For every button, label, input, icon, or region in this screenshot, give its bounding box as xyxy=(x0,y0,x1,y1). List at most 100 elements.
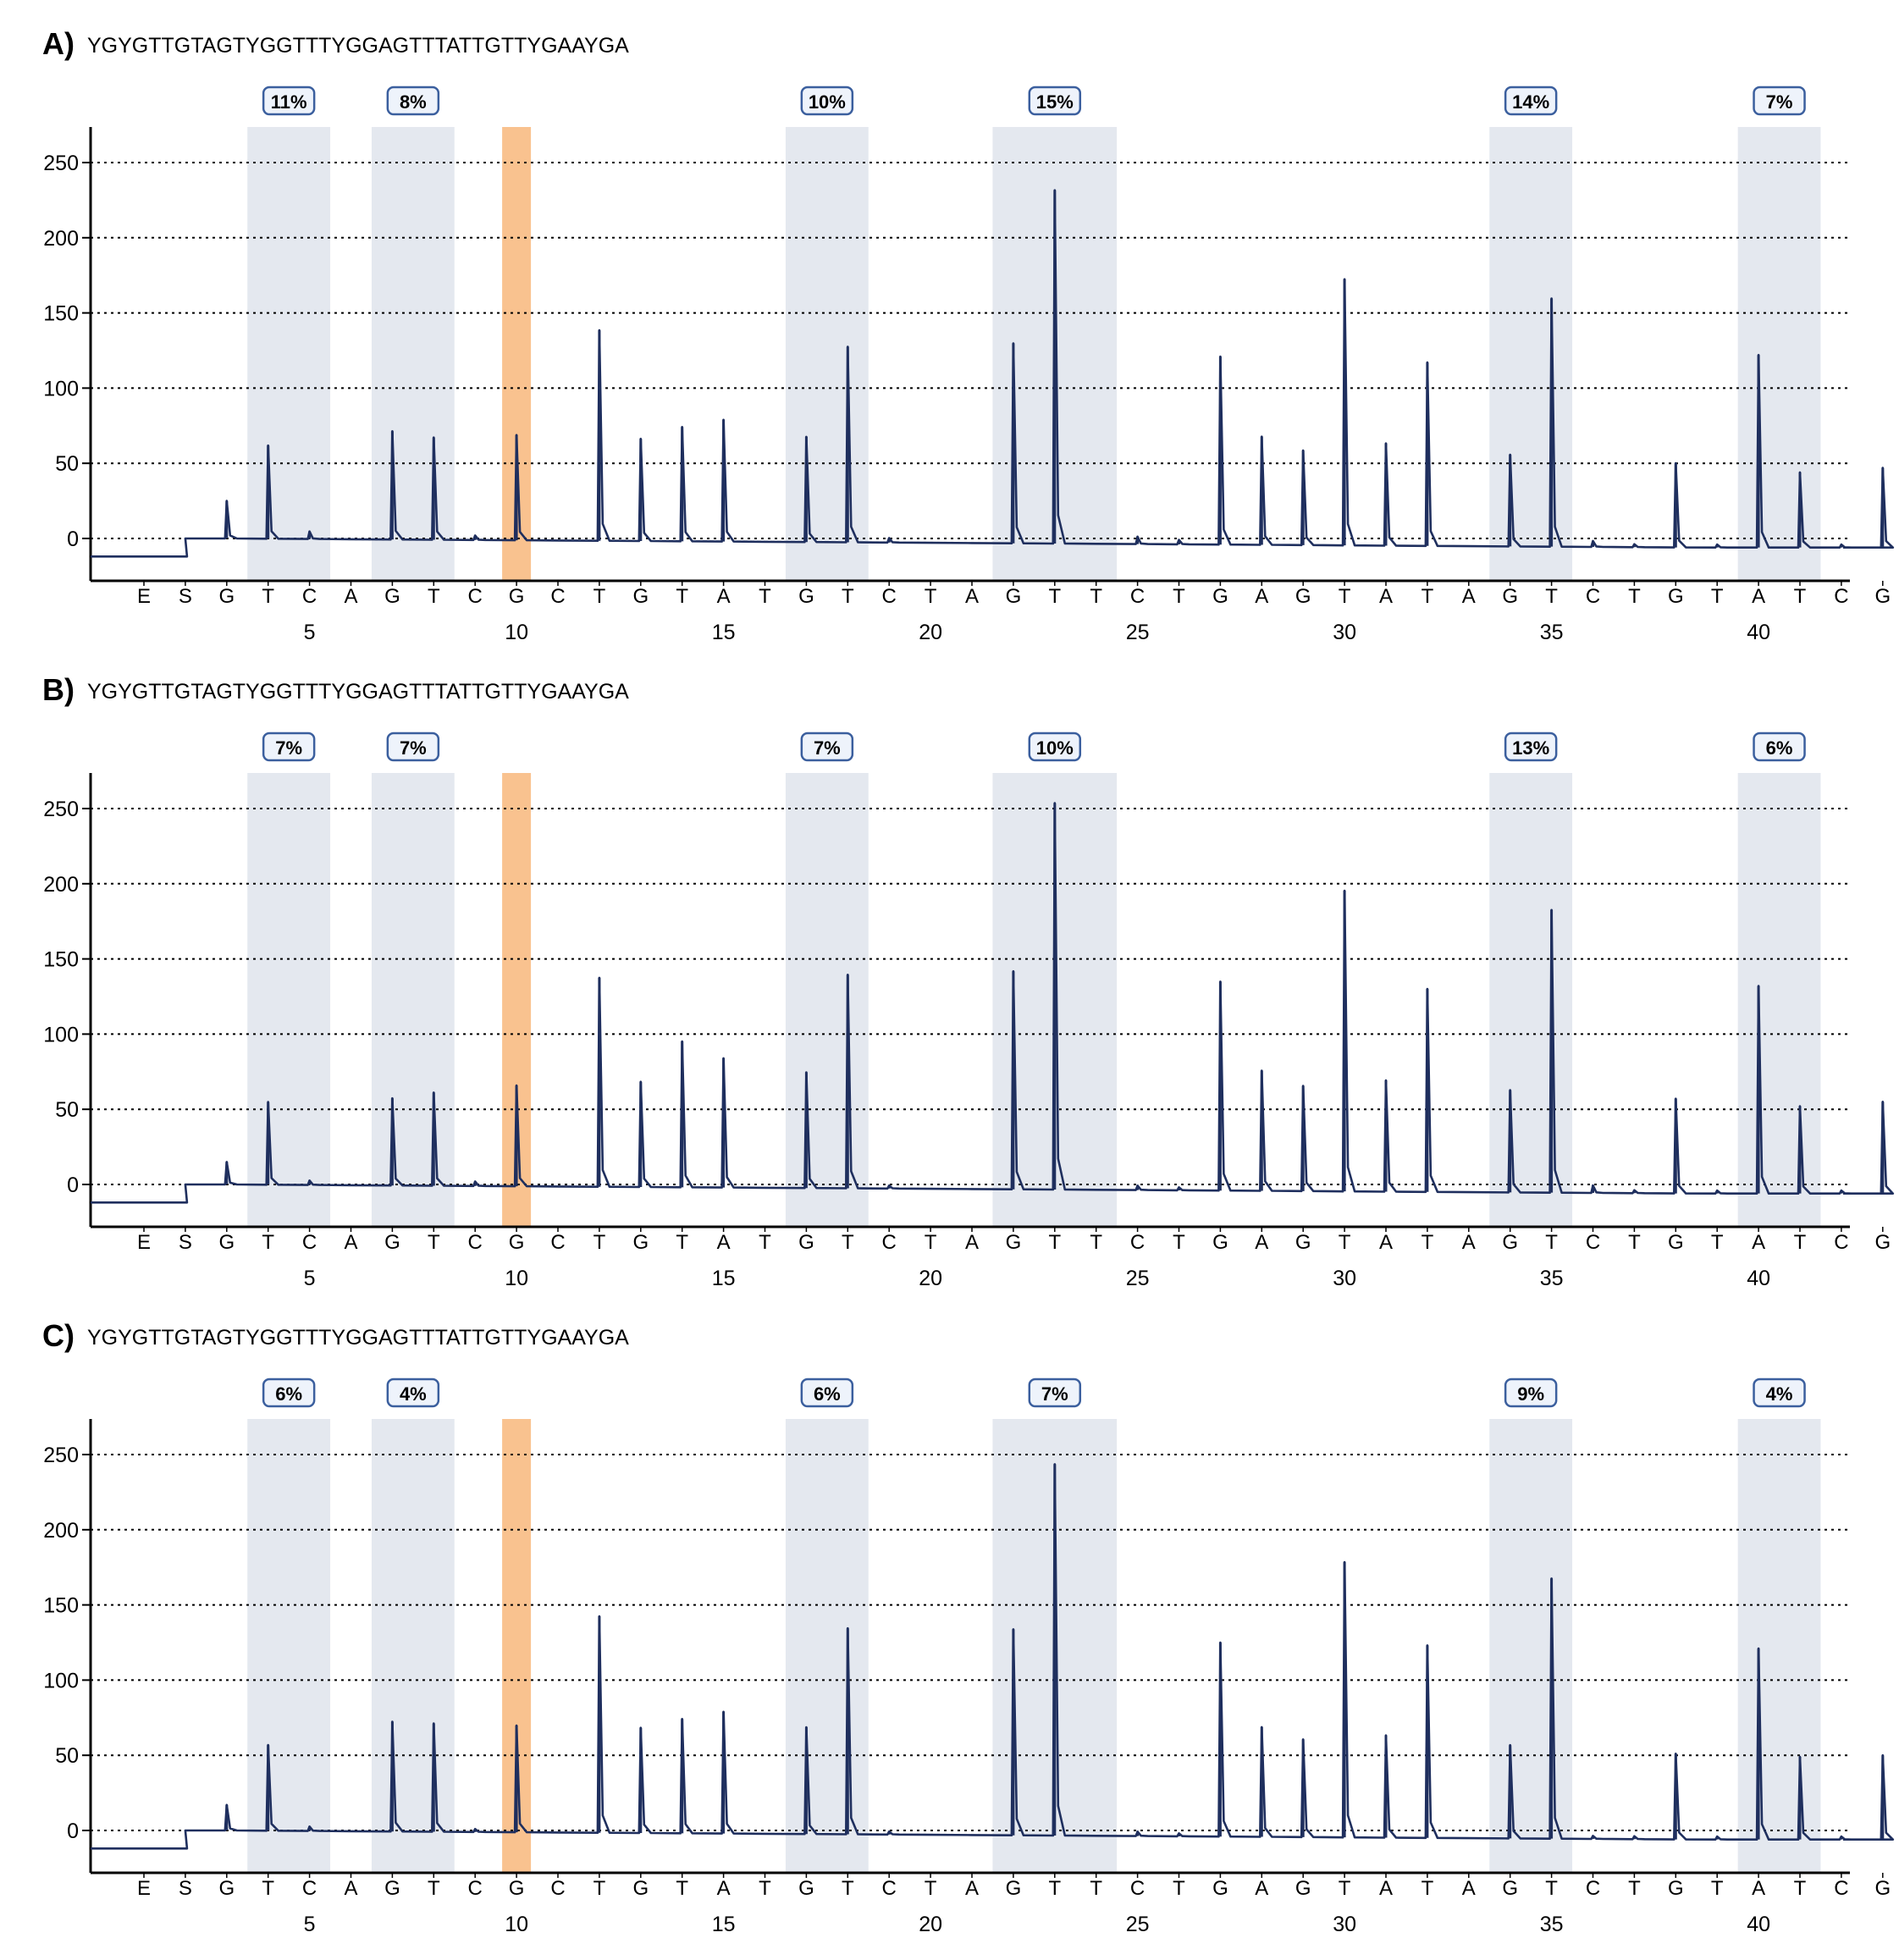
dispensation-number: 30 xyxy=(1333,1267,1356,1289)
dispensation-letter: T xyxy=(593,585,606,608)
y-tick-label: 100 xyxy=(43,377,79,400)
methylation-percent-label: 10% xyxy=(1036,737,1074,759)
dispensation-letter: G xyxy=(1502,585,1518,608)
dispensation-letter: T xyxy=(1173,585,1185,608)
methylation-badge xyxy=(262,1378,316,1408)
dispensation-letter: C xyxy=(302,1231,317,1254)
dispensation-letter: T xyxy=(925,1877,937,1900)
methylation-percent-label: 6% xyxy=(1766,737,1793,759)
cpg-region xyxy=(1489,127,1573,581)
cpg-region xyxy=(371,127,455,581)
dispensation-letter: A xyxy=(1255,585,1268,608)
y-tick-label: 250 xyxy=(43,798,79,821)
methylation-percent-label: 7% xyxy=(1766,91,1793,113)
dispensation-number: 5 xyxy=(304,1913,316,1935)
pyrogram-trace xyxy=(91,1463,1895,1850)
dispensation-letter: T xyxy=(925,585,937,608)
methylation-percent-label: 11% xyxy=(271,91,307,113)
y-tick-label: 100 xyxy=(43,1023,79,1046)
y-tick-label: 200 xyxy=(43,1519,79,1543)
dispensation-letter: T xyxy=(1421,1877,1434,1900)
methylation-percent-label: 7% xyxy=(275,737,302,759)
y-tick-label: 0 xyxy=(67,1819,79,1843)
methylation-percent-label: 14% xyxy=(1512,91,1549,113)
methylation-badge xyxy=(1028,732,1082,762)
methylation-percent-label: 6% xyxy=(275,1383,302,1405)
dispensation-letter: C xyxy=(1586,1231,1600,1254)
dispensation-letter: G xyxy=(1295,1877,1311,1900)
dispensation-number: 35 xyxy=(1540,621,1564,643)
methylation-badge xyxy=(1753,732,1806,762)
dispensation-letter: G xyxy=(1668,1877,1684,1900)
methylation-badge xyxy=(1753,86,1806,116)
y-tick-label: 250 xyxy=(43,1444,79,1467)
dispensation-letter: A xyxy=(1379,1877,1393,1900)
dispensation-number: 10 xyxy=(505,621,528,643)
cpg-region xyxy=(247,773,331,1227)
dispensation-letter: T xyxy=(593,1231,606,1254)
dispensation-letter: T xyxy=(1173,1231,1185,1254)
dispensation-letter: T xyxy=(842,1877,854,1900)
dispensation-letter: A xyxy=(717,585,731,608)
dispensation-letter: C xyxy=(882,1877,897,1900)
dispensation-letter: G xyxy=(1006,1231,1022,1254)
y-tick-label: 100 xyxy=(43,1669,79,1692)
methylation-badge xyxy=(1504,1378,1558,1408)
dispensation-number: 5 xyxy=(304,1267,316,1289)
dispensation-letter: C xyxy=(1130,585,1145,608)
cpg-region xyxy=(1737,127,1821,581)
dispensation-letter: A xyxy=(1752,1877,1765,1900)
y-tick-label: 150 xyxy=(43,1594,79,1618)
dispensation-number: 20 xyxy=(919,1267,942,1289)
methylation-badge xyxy=(800,732,854,762)
dispensation-letter: A xyxy=(717,1877,731,1900)
dispensation-letter: C xyxy=(882,585,897,608)
y-tick-label: 200 xyxy=(43,873,79,897)
dispensation-letter: T xyxy=(262,585,274,608)
dispensation-letter: C xyxy=(302,585,317,608)
dispensation-letter: T xyxy=(428,1231,440,1254)
dispensation-letter: E xyxy=(137,1231,151,1254)
dispensation-letter: G xyxy=(218,1877,235,1900)
dispensation-letter: T xyxy=(1090,1231,1102,1254)
pyrogram-trace xyxy=(91,189,1895,558)
dispensation-number: 15 xyxy=(712,1267,736,1289)
cpg-region xyxy=(1737,773,1821,1227)
dispensation-letter: A xyxy=(1462,1877,1476,1900)
dispensation-letter: T xyxy=(1339,1877,1351,1900)
dispensation-letter: A xyxy=(344,1231,357,1254)
dispensation-letter: C xyxy=(1130,1877,1145,1900)
cpg-region xyxy=(247,127,331,581)
cpg-region xyxy=(247,1419,331,1873)
dispensation-letter: S xyxy=(179,1877,192,1900)
cpg-region xyxy=(1489,1419,1573,1873)
dispensation-letter: C xyxy=(1834,1231,1848,1254)
dispensation-letter: T xyxy=(1711,585,1724,608)
dispensation-letter: C xyxy=(882,1231,897,1254)
dispensation-letter: T xyxy=(1048,585,1061,608)
y-tick-label: 50 xyxy=(55,1744,79,1768)
dispensation-letter: T xyxy=(842,1231,854,1254)
dispensation-letter: T xyxy=(676,1231,688,1254)
dispensation-letter: T xyxy=(759,1231,771,1254)
dispensation-letter: G xyxy=(1006,585,1022,608)
y-tick-label: 50 xyxy=(55,452,79,476)
dispensation-letter: C xyxy=(550,585,565,608)
dispensation-letter: A xyxy=(965,1231,979,1254)
methylation-percent-label: 13% xyxy=(1512,737,1549,759)
dispensation-number: 40 xyxy=(1747,1913,1770,1935)
dispensation-letter: T xyxy=(1090,585,1102,608)
methylation-badge xyxy=(1504,86,1558,116)
cpg-region xyxy=(371,1419,455,1873)
methylation-percent-label: 8% xyxy=(400,91,427,113)
methylation-percent-label: 6% xyxy=(814,1383,841,1405)
dispensation-letter: A xyxy=(1255,1877,1268,1900)
dispensation-letter: T xyxy=(593,1877,606,1900)
methylation-badge xyxy=(800,1378,854,1408)
dispensation-letter: A xyxy=(717,1231,731,1254)
dispensation-number: 10 xyxy=(505,1267,528,1289)
dispensation-letter: G xyxy=(1295,585,1311,608)
dispensation-letter: S xyxy=(179,585,192,608)
pyrogram-panel-c: C) YGYGTTGTAGTYGGTTTYGGAGTTTATTGTTYGAAYGA… xyxy=(42,1318,1895,1935)
